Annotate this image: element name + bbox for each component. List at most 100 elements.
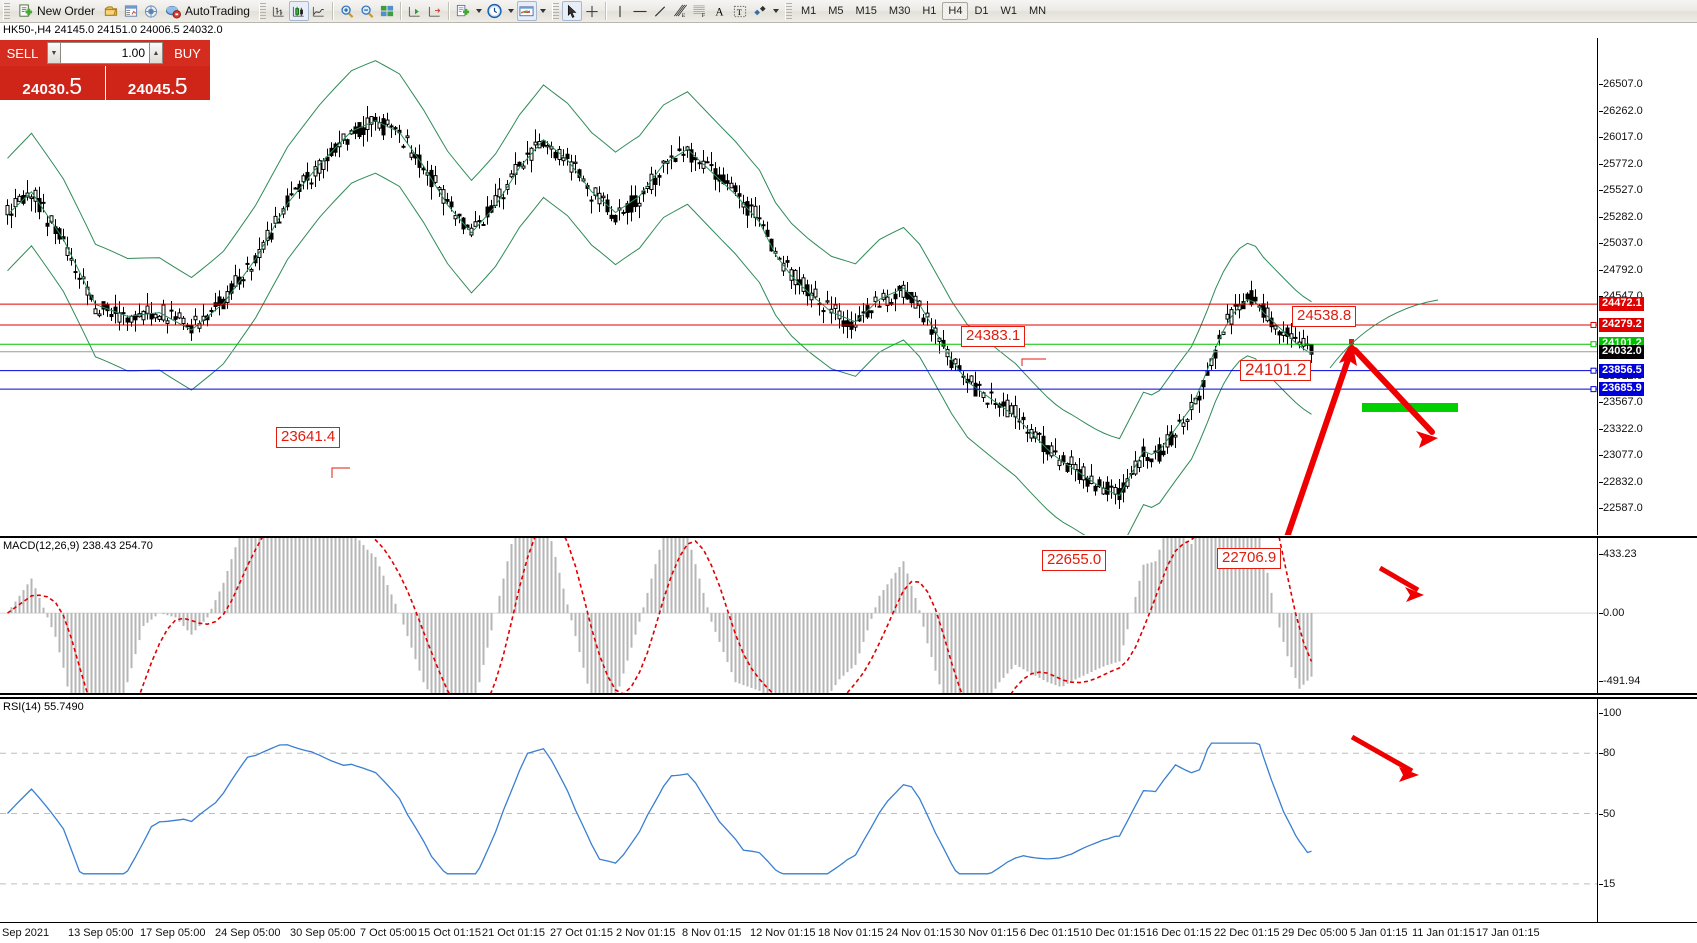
horizontal-line-icon[interactable] xyxy=(630,1,650,21)
timeframe-m1[interactable]: M1 xyxy=(800,5,817,17)
toolbar-grip-2[interactable] xyxy=(258,2,266,20)
new-order-label: New Order xyxy=(37,4,96,18)
volume-increment-button[interactable]: ▲ xyxy=(149,42,163,64)
cursor-icon[interactable] xyxy=(561,1,582,21)
bar-chart-icon[interactable] xyxy=(269,1,289,21)
period-dropdown-icon[interactable] xyxy=(507,9,514,13)
svg-text:T: T xyxy=(737,6,742,16)
templates-dropdown-icon[interactable] xyxy=(475,9,482,13)
toolbar-grip-4[interactable] xyxy=(784,2,792,20)
macd-axis[interactable]: 433.23 0.00 -491.94 xyxy=(1597,538,1697,693)
indicators-icon[interactable] xyxy=(516,1,537,21)
price-chart-pane[interactable]: 26507.0 26262.0 26017.0 25772.0 25527.0 25282… xyxy=(0,38,1697,535)
volume-decrement-button[interactable]: ▼ xyxy=(47,42,61,64)
templates-icon[interactable] xyxy=(453,1,473,21)
price-axis-tick: 25282.0 xyxy=(1599,211,1643,223)
rsi-axis-tick: 80 xyxy=(1599,747,1615,759)
timeframe-w1[interactable]: W1 xyxy=(1000,5,1018,17)
price-axis-tick: 23322.0 xyxy=(1599,423,1643,435)
volume-input[interactable]: 1.00 xyxy=(61,42,149,64)
chart-quote-line: HK50-,H4 24145.0 24151.0 24006.5 24032.0 xyxy=(3,24,223,36)
macd-axis-tick: -491.94 xyxy=(1599,675,1640,687)
price-level-tag-24279-2[interactable]: 24279.2 xyxy=(1599,317,1644,332)
chart-autoscroll-icon[interactable] xyxy=(425,1,445,21)
toolbar-separator-3 xyxy=(447,2,450,20)
timeframe-h4[interactable]: H4 xyxy=(942,2,969,20)
price-plot-area[interactable] xyxy=(0,38,1597,535)
vertical-line-icon[interactable] xyxy=(610,1,630,21)
timeframe-d1[interactable]: D1 xyxy=(974,5,989,17)
objects-dropdown-icon[interactable] xyxy=(772,9,779,13)
price-level-tag-24472-1[interactable]: 24472.1 xyxy=(1599,297,1644,312)
crosshair-icon[interactable] xyxy=(582,1,602,21)
annotation-23641[interactable]: 23641.4 xyxy=(276,427,341,448)
annotation-22706[interactable]: 22706.9 xyxy=(1217,548,1282,569)
trendline-icon[interactable] xyxy=(650,1,670,21)
price-tick-mark xyxy=(1599,481,1603,483)
chart-shift-icon[interactable] xyxy=(405,1,425,21)
period-separators-icon[interactable] xyxy=(485,1,505,21)
time-axis-label: 10 Dec 01:15 xyxy=(1080,927,1146,939)
bid-price-dot: . xyxy=(65,81,70,98)
macd-label: MACD(12,26,9) 238.43 254.70 xyxy=(3,540,153,552)
price-level-tag-24032-0[interactable]: 24032.0 xyxy=(1599,344,1644,359)
profiles-icon[interactable] xyxy=(101,1,121,21)
rsi-tick-mark xyxy=(1599,753,1603,755)
toolbar-grip-3[interactable] xyxy=(551,2,559,20)
annotation-24383[interactable]: 24383.1 xyxy=(961,326,1026,347)
equidistant-channel-icon[interactable]: E xyxy=(670,1,690,21)
bid-price-main: 24030 xyxy=(22,81,66,98)
rsi-pane[interactable]: RSI(14) 55.7490 100 80 50 15 xyxy=(0,697,1697,922)
zoom-in-icon[interactable] xyxy=(337,1,357,21)
objects-list-icon[interactable] xyxy=(750,1,770,21)
rsi-axis[interactable]: 100 80 50 15 xyxy=(1597,699,1697,922)
price-level-tag-23856-5[interactable]: 23856.5 xyxy=(1599,363,1644,378)
timeframe-m15[interactable]: M15 xyxy=(855,5,877,17)
annotation-24538[interactable]: 24538.8 xyxy=(1292,306,1357,327)
new-order-button[interactable]: New Order xyxy=(13,1,101,22)
timeframe-m5[interactable]: M5 xyxy=(828,5,844,17)
zoom-out-icon[interactable] xyxy=(357,1,377,21)
annotation-22655[interactable]: 22655.0 xyxy=(1042,550,1107,571)
data-window-icon[interactable] xyxy=(141,1,161,21)
ask-price-dot: . xyxy=(170,81,175,98)
market-watch-icon[interactable] xyxy=(121,1,141,21)
macd-pane[interactable]: MACD(12,26,9) 238.43 254.70 433.23 0.00 -4… xyxy=(0,536,1697,695)
macd-axis-tick: 0.00 xyxy=(1599,607,1624,619)
line-chart-icon[interactable] xyxy=(309,1,329,21)
volume-stepper[interactable]: ▼ 1.00 ▲ xyxy=(45,40,165,66)
ask-price[interactable]: 24045. 5 xyxy=(105,66,210,100)
sell-button[interactable]: SELL xyxy=(0,40,45,66)
text-icon[interactable]: T xyxy=(730,1,750,21)
timeframe-m30[interactable]: M30 xyxy=(888,5,911,17)
buy-button[interactable]: BUY xyxy=(165,40,210,66)
time-axis-label: 5 Jan 01:15 xyxy=(1350,927,1408,939)
candlestick-chart-icon[interactable] xyxy=(288,1,309,21)
text-label-icon[interactable]: A xyxy=(710,1,730,21)
price-level-tag-23685-9[interactable]: 23685.9 xyxy=(1599,382,1644,397)
rsi-axis-tick: 15 xyxy=(1599,878,1615,890)
time-axis-label: 2 Nov 01:15 xyxy=(616,927,676,939)
indicators-dropdown-icon[interactable] xyxy=(539,9,546,13)
toolbar-grip[interactable] xyxy=(3,2,10,20)
timeframe-h1[interactable]: H1 xyxy=(922,5,937,17)
svg-text:E: E xyxy=(682,13,686,19)
timeframe-mn[interactable]: MN xyxy=(1029,5,1047,17)
autotrading-icon xyxy=(163,1,183,21)
one-click-trading-panel[interactable]: SELL ▼ 1.00 ▲ BUY 24030. 5 24045. 5 xyxy=(0,40,210,100)
autotrading-button[interactable]: AutoTrading xyxy=(161,1,256,22)
bid-price[interactable]: 24030. 5 xyxy=(0,66,106,100)
rsi-axis-tick: 50 xyxy=(1599,808,1615,820)
price-axis[interactable]: 26507.0 26262.0 26017.0 25772.0 25527.0 25282… xyxy=(1597,38,1697,535)
fibonacci-icon[interactable]: F xyxy=(690,1,710,21)
rsi-plot-area[interactable] xyxy=(0,699,1597,922)
time-axis-label: 22 Dec 01:15 xyxy=(1214,927,1280,939)
time-axis-label: 8 Nov 01:15 xyxy=(682,927,742,939)
macd-axis-tick: 433.23 xyxy=(1599,548,1637,560)
new-order-icon xyxy=(15,1,35,21)
time-axis[interactable]: Sep 2021 13 Sep 05:00 17 Sep 05:00 24 Sep 0… xyxy=(0,922,1697,943)
macd-plot-area[interactable] xyxy=(0,538,1597,693)
annotation-24101[interactable]: 24101.2 xyxy=(1240,360,1312,381)
tile-windows-icon[interactable] xyxy=(377,1,397,21)
